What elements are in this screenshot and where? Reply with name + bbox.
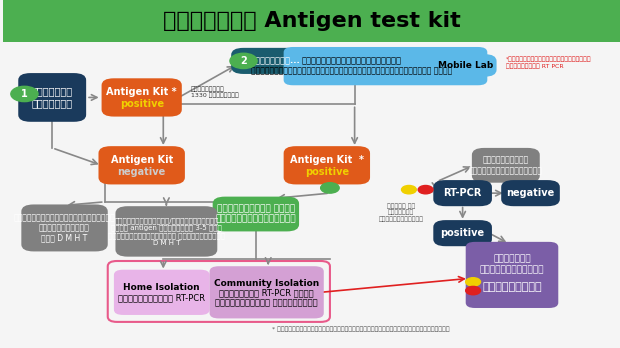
Circle shape bbox=[466, 278, 480, 286]
Circle shape bbox=[11, 86, 38, 102]
Text: Mobile Lab: Mobile Lab bbox=[438, 61, 494, 70]
FancyBboxPatch shape bbox=[283, 47, 487, 85]
Text: 1: 1 bbox=[21, 89, 28, 99]
Text: ไม่ต้องตรวจ RT-PCR: ไม่ต้องตรวจ RT-PCR bbox=[118, 293, 205, 302]
Text: Home Isolation: Home Isolation bbox=[123, 283, 200, 292]
FancyBboxPatch shape bbox=[466, 242, 558, 308]
Text: ประสบ พบ
แม่บ้าน
ส่งเข้ารักษา: ประสบ พบ แม่บ้าน ส่งเข้ารักษา bbox=[378, 203, 423, 222]
Circle shape bbox=[418, 185, 433, 194]
FancyBboxPatch shape bbox=[102, 78, 182, 117]
FancyBboxPatch shape bbox=[472, 148, 540, 183]
Text: ต้องตรวจ RT-PCR ก่อน: ต้องตรวจ RT-PCR ก่อน bbox=[219, 288, 314, 298]
Circle shape bbox=[230, 53, 257, 69]
FancyBboxPatch shape bbox=[433, 220, 492, 246]
Text: Antigen Kit  *: Antigen Kit * bbox=[290, 155, 364, 165]
FancyBboxPatch shape bbox=[283, 146, 370, 184]
FancyBboxPatch shape bbox=[231, 48, 299, 74]
Circle shape bbox=[402, 185, 417, 194]
FancyBboxPatch shape bbox=[210, 266, 324, 318]
Text: negative: negative bbox=[118, 167, 166, 176]
Text: *ผู้มีอาการทางเดินหายใจ
แนะนำตรวจ RT PCR: *ผู้มีอาการทางเดินหายใจ แนะนำตรวจ RT PCR bbox=[506, 57, 591, 69]
Text: negative: negative bbox=[507, 188, 555, 198]
FancyBboxPatch shape bbox=[99, 146, 185, 184]
Text: การตรวจ Antigen test kit: การตรวจ Antigen test kit bbox=[162, 11, 460, 31]
Text: positive: positive bbox=[305, 167, 349, 176]
Text: มีอาการ: มีอาการ bbox=[493, 255, 531, 264]
Text: หน่วยบริการคลินิกเอกชนที่ขึ้นทะเบียนกับ สปสช: หน่วยบริการคลินิกเอกชนที่ขึ้นทะเบียนกับ … bbox=[251, 67, 452, 76]
FancyBboxPatch shape bbox=[21, 205, 108, 251]
Text: RT-PCR: RT-PCR bbox=[443, 188, 482, 198]
Text: 2: 2 bbox=[240, 56, 247, 66]
Text: โรงพยาบาล: โรงพยาบาล bbox=[482, 282, 542, 292]
Text: โรงพยาบาลรัฐและเอกชน: โรงพยาบาลรัฐและเอกชน bbox=[301, 57, 402, 66]
Text: ประวัติสัมผัสไม่ชัดเจน
สังเกตอาการ
และ D M H T: ประวัติสัมผัสไม่ชัดเจน สังเกตอาการ และ D… bbox=[14, 213, 115, 243]
FancyBboxPatch shape bbox=[213, 197, 299, 231]
FancyBboxPatch shape bbox=[3, 0, 620, 42]
FancyBboxPatch shape bbox=[433, 180, 492, 206]
Text: Antigen Kit *: Antigen Kit * bbox=[107, 87, 177, 97]
Text: ดูแลภายใต้
ดุลพินิจของแพทย์: ดูแลภายใต้ ดุลพินิจของแพทย์ bbox=[469, 156, 543, 175]
Text: หากผลเป็นลบ แยกกักตัว: หากผลเป็นลบ แยกกักตัว bbox=[215, 298, 318, 307]
Text: ประชาชนมาที่...: ประชาชนมาที่... bbox=[230, 56, 300, 65]
Text: โทรประสาน
1330 เข้าระบบ: โทรประสาน 1330 เข้าระบบ bbox=[191, 86, 239, 98]
Circle shape bbox=[321, 183, 339, 193]
FancyBboxPatch shape bbox=[435, 54, 497, 77]
Circle shape bbox=[466, 286, 480, 295]
Text: * กรณีประชาชนตรวจมีความสมบูรณ์แล้วไม่ต้องตรวจซ้ำ: * กรณีประชาชนตรวจมีความสมบูรณ์แล้วไม่ต้อ… bbox=[272, 326, 450, 332]
Text: positive: positive bbox=[441, 228, 485, 238]
FancyBboxPatch shape bbox=[114, 270, 210, 315]
Text: Community Isolation: Community Isolation bbox=[214, 279, 319, 288]
Text: positive: positive bbox=[120, 99, 164, 109]
Text: สัมผัสใกล้ชิด/สงสัยสัมผัส
ตรวจ antigen ซ้ำอีกใน 3-5 วัน
หรือเมื่อมีอาการ และกักต: สัมผัสใกล้ชิด/สงสัยสัมผัส ตรวจ antigen ซ… bbox=[108, 217, 225, 246]
FancyBboxPatch shape bbox=[115, 206, 217, 257]
FancyBboxPatch shape bbox=[501, 180, 560, 206]
FancyBboxPatch shape bbox=[18, 73, 86, 122]
Text: Antigen Kit: Antigen Kit bbox=[110, 155, 173, 165]
Text: ทางเดินหายใจ: ทางเดินหายใจ bbox=[480, 265, 544, 274]
Text: ไม่มีอาการ หรือ
มีอาการเล็กน้อย: ไม่มีอาการ หรือ มีอาการเล็กน้อย bbox=[216, 204, 296, 224]
Text: ประชาชน
ตรวจเอง: ประชาชน ตรวจเอง bbox=[32, 87, 73, 108]
